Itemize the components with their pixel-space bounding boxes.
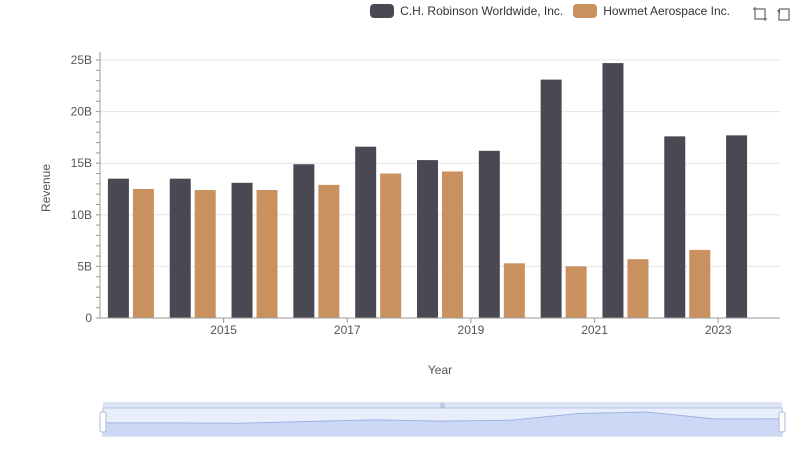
axes: 0 5B 10B 15B 20B 25B 2015 2017 2019 2021 2023 <box>71 52 780 337</box>
bar <box>194 190 216 318</box>
bar <box>107 178 129 318</box>
legend-swatch-howmet <box>573 4 598 18</box>
bar <box>627 259 649 318</box>
bars <box>107 63 748 318</box>
legend-swatch-chrobinson <box>370 4 395 18</box>
x-tick-label: 2019 <box>458 323 485 337</box>
legend-item-howmet[interactable]: Howmet Aerospace Inc. <box>573 4 730 18</box>
bar <box>689 249 711 318</box>
bar <box>256 190 278 318</box>
y-tick-label: 15B <box>71 156 92 170</box>
bar <box>726 135 748 318</box>
bar <box>231 182 253 318</box>
bar <box>293 164 315 318</box>
x-tick-label: 2023 <box>705 323 732 337</box>
bar <box>664 136 686 318</box>
legend-label-howmet: Howmet Aerospace Inc. <box>603 4 730 18</box>
legend-label-chrobinson: C.H. Robinson Worldwide, Inc. <box>400 4 564 18</box>
zoom-area-icon[interactable] <box>752 6 768 22</box>
bar <box>318 184 340 318</box>
bar <box>442 171 463 318</box>
slider-overview-line <box>103 411 783 424</box>
reset-zoom-icon[interactable] <box>776 6 792 22</box>
bar <box>169 178 191 318</box>
data-zoom-slider[interactable]: ||| <box>99 402 786 437</box>
y-tick-label: 5B <box>77 259 92 273</box>
slider-top-bar <box>103 402 782 408</box>
slider-grip-icon: ||| <box>440 403 445 409</box>
x-tick-label: 2017 <box>334 323 361 337</box>
slider-handle-left <box>99 411 107 433</box>
x-tick-label: 2021 <box>581 323 608 337</box>
x-axis-title: Year <box>428 363 452 377</box>
bar <box>540 79 562 318</box>
y-tick-label: 0 <box>85 311 92 325</box>
bar <box>602 63 624 318</box>
bar <box>417 160 438 318</box>
bar <box>503 263 525 318</box>
legend: C.H. Robinson Worldwide, Inc. Howmet Aer… <box>370 4 730 18</box>
bar <box>355 146 377 318</box>
x-tick-label: 2015 <box>210 323 237 337</box>
bar <box>478 150 500 318</box>
slider-overview-area <box>103 412 782 436</box>
bar <box>132 189 154 318</box>
y-tick-label: 20B <box>71 105 92 119</box>
slider-handle-right <box>778 411 786 433</box>
legend-item-chrobinson[interactable]: C.H. Robinson Worldwide, Inc. <box>370 4 563 18</box>
chart-toolbar <box>752 6 792 22</box>
bar <box>565 266 587 318</box>
y-tick-label: 10B <box>71 208 92 222</box>
y-tick-label: 25B <box>71 53 92 67</box>
y-axis-title: Revenue <box>39 164 53 212</box>
bar <box>380 173 402 318</box>
